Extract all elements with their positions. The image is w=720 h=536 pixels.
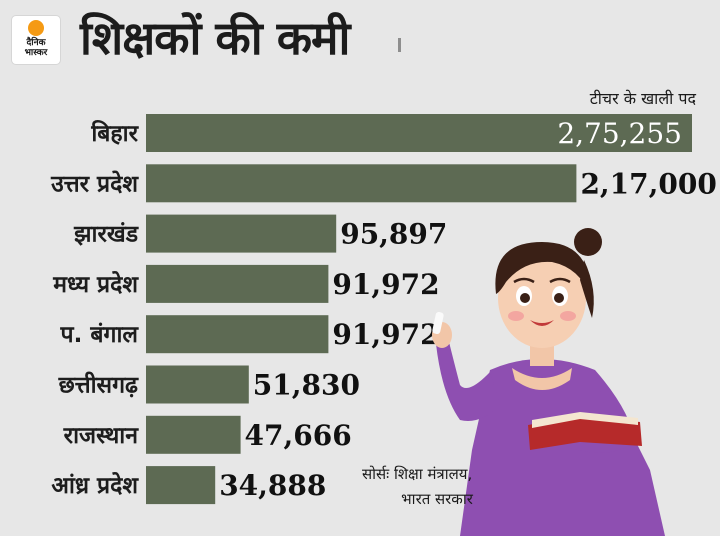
sun-icon	[28, 20, 44, 36]
bar-4	[146, 315, 329, 354]
divider-mark	[398, 38, 401, 52]
logo-line-2: भास्कर	[24, 48, 48, 58]
dainik-bhaskar-logo: दैनिक भास्कर	[12, 16, 60, 64]
category-label-0: बिहार	[90, 119, 139, 147]
bar-2	[146, 214, 337, 253]
bar-0	[146, 114, 692, 152]
category-label-2: झारखंड	[73, 222, 139, 248]
bar-7	[146, 466, 216, 505]
source-line-2: भारत सरकार	[401, 490, 473, 508]
bar-6	[146, 415, 241, 454]
bar-5	[146, 365, 249, 404]
value-label-2: 95,897	[340, 218, 447, 251]
value-label-5: 51,830	[253, 369, 360, 402]
teacher-illustration	[432, 228, 665, 536]
logo-text: दैनिक भास्कर	[12, 38, 60, 58]
value-axis-label: टीचर के खाली पद	[589, 89, 696, 108]
value-label-3: 91,972	[332, 268, 439, 301]
value-label-6: 47,666	[245, 419, 352, 452]
source-line-1: सोर्सः शिक्षा मंत्रालय,	[362, 465, 473, 483]
category-label-5: छत्तीसगढ़	[58, 371, 139, 399]
value-label-7: 34,888	[219, 469, 326, 502]
source-note: सोर्सः शिक्षा मंत्रालय, भारत सरकार	[362, 462, 512, 512]
bar-3	[146, 264, 329, 303]
value-label-1: 2,17,000	[580, 167, 716, 200]
page-title: शिक्षकों की कमी	[80, 11, 350, 65]
value-label-4: 91,972	[332, 318, 439, 351]
category-label-7: आंध्र प्रदेश	[51, 471, 139, 499]
category-label-4: प. बंगाल	[60, 322, 140, 348]
bar-1	[146, 164, 577, 203]
logo-line-1: दैनिक	[26, 38, 46, 48]
category-label-6: राजस्थान	[63, 423, 140, 449]
category-label-1: उत्तर प्रदेश	[50, 169, 139, 197]
category-label-3: मध्य प्रदेश	[52, 270, 139, 298]
value-label-0: 2,75,255	[557, 117, 682, 150]
